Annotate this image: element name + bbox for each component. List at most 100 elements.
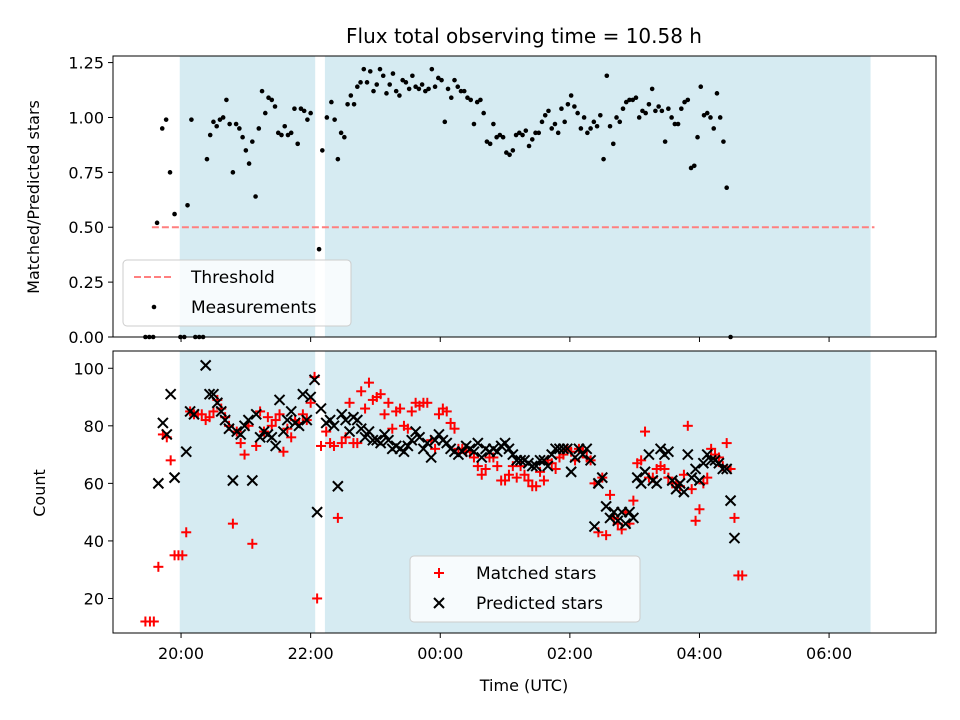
matched-star-point [305,397,316,408]
measurement-point [335,156,341,162]
matched-star-point [531,481,542,492]
predicted-star-point [378,428,391,441]
predicted-star-point [476,451,488,464]
measurement-point [533,130,538,136]
measurement-point [224,97,229,103]
predicted-star-point [234,428,247,441]
top-y-axis-label: Matched/Predicted stars [24,100,43,294]
predicted-star-point [269,440,282,452]
predicted-star-point [623,506,636,518]
measurement-point [594,123,600,129]
measurement-point [669,115,674,120]
measurement-point [465,95,470,101]
measurement-point [397,93,402,98]
observing-interval-band [324,56,871,337]
legend-predicted-swatch [433,597,445,609]
predicted-star-point [670,483,682,495]
matched-star-point [706,443,717,454]
predicted-star-point [254,431,266,444]
measurement-point [659,108,665,114]
measurement-point [351,101,357,107]
bottom-panel: 20 40 60 80 100 20:00 22:00 00:00 02:00 04:00 06:… [30,350,937,695]
measurement-point [682,99,687,105]
matched-star-point [262,412,273,423]
predicted-star-point [199,359,212,372]
y-tick-label: 60 [84,474,104,493]
predicted-star-point [227,474,239,487]
predicted-star-point [157,417,169,429]
legend-measurements-swatch [151,304,157,310]
measurement-point [517,130,522,136]
measurement-point [439,77,444,83]
measurement-point [272,104,278,109]
matched-star-point [375,389,386,400]
predicted-star-point [565,466,577,478]
measurement-point [607,123,613,129]
measurement-point [342,134,347,140]
matched-star-point [535,466,546,477]
measurement-point [189,117,194,122]
predicted-star-point [530,460,542,472]
predicted-star-point [577,448,589,461]
measurement-point [445,86,451,92]
bottom-legend: Matched stars Predicted stars [409,555,641,623]
matched-star-point [480,463,491,474]
matched-star-point [605,489,616,500]
measurement-point [468,97,474,103]
predicted-star-point [682,448,694,461]
matched-star-point [363,377,374,388]
top-observing-intervals [179,56,871,337]
measurement-point [217,117,223,122]
measurement-point [413,84,418,90]
measurement-point [717,115,723,120]
measurement-point [555,130,561,136]
predicted-star-point [223,422,235,435]
measurement-point [455,84,461,90]
predicted-star-point [584,454,597,467]
matched-star-point [515,461,526,472]
measurement-point [163,117,169,122]
measurement-point [507,152,512,158]
matched-star-point [148,616,159,627]
matched-star-point [682,420,693,431]
predicted-star-point [689,463,702,475]
measurement-point [442,119,448,125]
measurement-point [301,108,307,114]
matched-star-point [503,469,514,480]
measurement-point [253,194,258,199]
measurement-point [491,121,496,127]
matched-star-point [488,452,499,463]
matched-star-point [270,415,281,426]
bottom-y-ticks: 20 40 60 80 100 [73,359,113,608]
matched-star-point [492,461,503,472]
measurement-point [390,71,396,76]
measurement-point [288,130,294,136]
predicted-star-point [542,460,554,472]
predicted-star-point [277,425,290,438]
measurement-point [298,106,304,111]
predicted-star-point [211,397,224,409]
predicted-star-point [238,420,251,432]
measurement-point [478,97,483,103]
measurement-point [643,110,648,116]
matched-star-point [402,423,413,434]
measurement-point [513,132,519,138]
predicted-star-point [398,446,410,458]
measurement-point [324,115,330,120]
predicted-star-point [304,391,317,403]
predicted-star-point [596,471,608,484]
matched-star-point [247,538,258,549]
matched-star-point [538,475,549,486]
measurement-point [481,110,486,116]
matched-star-point [332,512,343,523]
measurement-point [679,106,684,111]
measurement-point [646,101,652,107]
measurement-point [695,134,700,140]
measurement-point [688,165,694,171]
measurement-point [269,97,275,103]
measurement-point [393,88,399,94]
measurement-point [581,115,587,120]
measurement-point [295,141,300,147]
y-tick-label: 1.25 [68,54,104,73]
measurement-point [429,66,435,72]
